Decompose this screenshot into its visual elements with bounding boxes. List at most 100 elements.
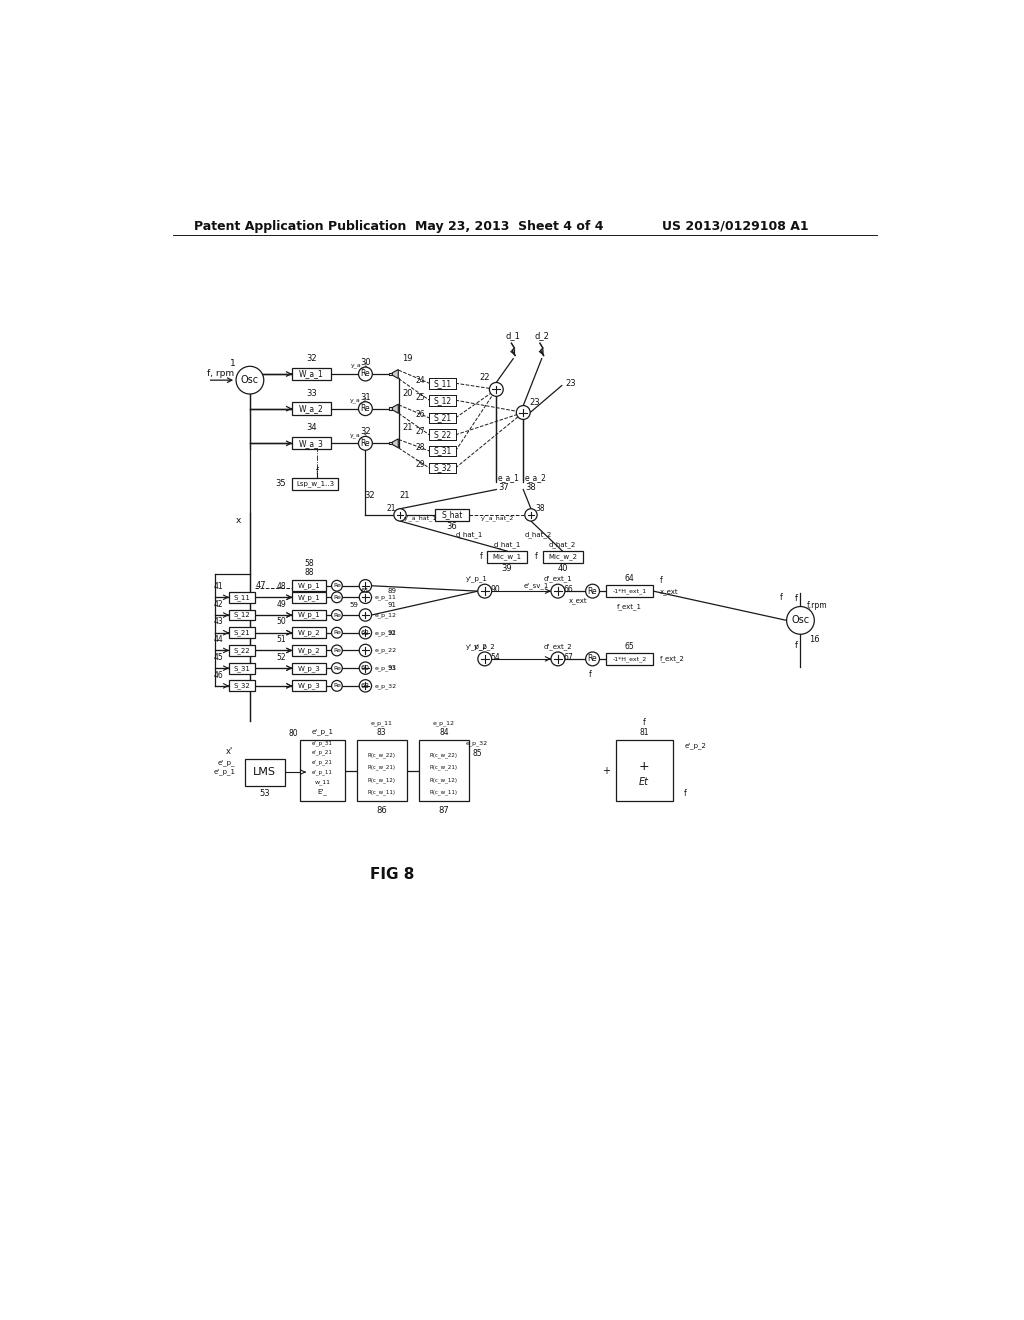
Text: 65: 65 (625, 642, 635, 651)
Circle shape (478, 585, 492, 598)
Text: May 23, 2013  Sheet 4 of 4: May 23, 2013 Sheet 4 of 4 (416, 219, 604, 232)
Text: y'_p_2: y'_p_2 (474, 643, 496, 649)
Circle shape (332, 681, 342, 692)
Text: W_p_1: W_p_1 (298, 582, 321, 589)
Text: 32: 32 (364, 491, 375, 500)
Circle shape (489, 383, 503, 396)
Circle shape (332, 581, 342, 591)
Text: y_a_3: y_a_3 (350, 432, 369, 438)
Text: Re: Re (333, 612, 341, 618)
Text: R(c_w_11): R(c_w_11) (368, 789, 395, 795)
Text: 44: 44 (213, 635, 223, 644)
Circle shape (359, 591, 372, 603)
Text: Patent Application Publication: Patent Application Publication (194, 219, 407, 232)
Bar (605, 585, 653, 597)
Bar (605, 653, 653, 665)
Text: e_p_32: e_p_32 (375, 682, 396, 689)
Text: w_11: w_11 (314, 779, 331, 785)
Text: y'_a_hat_1: y'_a_hat_1 (403, 515, 437, 521)
Bar (429, 378, 456, 388)
Bar (229, 627, 255, 638)
Circle shape (525, 508, 538, 521)
Bar (245, 759, 285, 785)
Text: R(c_w_22): R(c_w_22) (368, 752, 395, 758)
Text: 32: 32 (360, 428, 371, 436)
Text: Re: Re (588, 586, 597, 595)
Bar (615, 739, 674, 801)
Text: -1*H_ext_1: -1*H_ext_1 (612, 589, 646, 594)
Text: 21: 21 (386, 504, 395, 513)
Text: Re: Re (588, 655, 597, 664)
Text: e_p_31: e_p_31 (375, 665, 396, 671)
Text: d'_ext_2: d'_ext_2 (544, 643, 572, 649)
Text: f: f (479, 552, 482, 561)
Text: e'_p_11: e'_p_11 (312, 770, 333, 775)
Bar (229, 645, 255, 656)
Text: f,rpm: f,rpm (807, 601, 827, 610)
Bar (292, 591, 326, 603)
Text: Osc: Osc (792, 615, 810, 626)
Polygon shape (392, 370, 398, 379)
Bar (292, 478, 339, 490)
Bar (300, 739, 345, 801)
Text: e'_sv_1: e'_sv_1 (523, 582, 549, 589)
Circle shape (394, 508, 407, 521)
Text: 93: 93 (388, 665, 397, 671)
Circle shape (551, 585, 565, 598)
Text: 47: 47 (255, 581, 266, 590)
Bar (429, 395, 456, 405)
Text: d_hat_2: d_hat_2 (549, 541, 577, 548)
Text: W_p_3: W_p_3 (298, 682, 321, 689)
Text: 80: 80 (289, 729, 299, 738)
Text: 21: 21 (402, 424, 413, 433)
Text: e_p_12: e_p_12 (375, 612, 396, 618)
Text: S_22: S_22 (233, 647, 251, 653)
Text: S_hat: S_hat (441, 511, 463, 519)
Bar (389, 442, 392, 445)
Bar (292, 581, 326, 591)
Text: 63: 63 (360, 682, 369, 689)
Text: x_ext: x_ext (568, 597, 588, 603)
Bar (429, 429, 456, 441)
Text: S_12: S_12 (233, 611, 251, 618)
Text: S_32: S_32 (233, 682, 251, 689)
Text: 23: 23 (565, 379, 577, 388)
Text: e'_p_: e'_p_ (218, 759, 236, 766)
Text: 90: 90 (490, 585, 501, 594)
Text: 48: 48 (276, 582, 286, 591)
Text: 66: 66 (564, 585, 573, 594)
Text: y'_p_1: y'_p_1 (466, 576, 488, 582)
Text: 64: 64 (625, 574, 635, 583)
Text: 21: 21 (399, 491, 410, 500)
Text: Re: Re (333, 648, 341, 653)
Circle shape (332, 610, 342, 620)
Text: US 2013/0129108 A1: US 2013/0129108 A1 (662, 219, 809, 232)
Text: e_p_21: e_p_21 (375, 630, 396, 635)
Text: 42: 42 (213, 599, 223, 609)
Text: 52: 52 (276, 653, 286, 661)
Text: 89: 89 (388, 589, 397, 594)
Bar (292, 645, 326, 656)
Bar (429, 462, 456, 474)
Bar (543, 552, 583, 562)
Text: 54: 54 (490, 653, 501, 661)
Circle shape (551, 652, 565, 665)
Text: 29: 29 (415, 461, 425, 470)
Text: 87: 87 (438, 807, 450, 814)
Text: Re: Re (360, 404, 371, 413)
Bar (292, 681, 326, 692)
Text: S_12: S_12 (433, 396, 452, 405)
Text: 92: 92 (388, 630, 396, 636)
Bar (429, 378, 456, 388)
Bar (429, 412, 456, 424)
Text: 31: 31 (360, 392, 371, 401)
Text: R(c_w_21): R(c_w_21) (430, 764, 458, 771)
Circle shape (332, 591, 342, 603)
Text: 26: 26 (415, 411, 425, 420)
Text: 51: 51 (276, 635, 286, 644)
Text: W_a_1: W_a_1 (299, 370, 324, 379)
Text: 19: 19 (402, 354, 413, 363)
Circle shape (586, 652, 599, 665)
Text: f: f (684, 789, 686, 799)
Text: y_a_2: y_a_2 (350, 397, 369, 403)
